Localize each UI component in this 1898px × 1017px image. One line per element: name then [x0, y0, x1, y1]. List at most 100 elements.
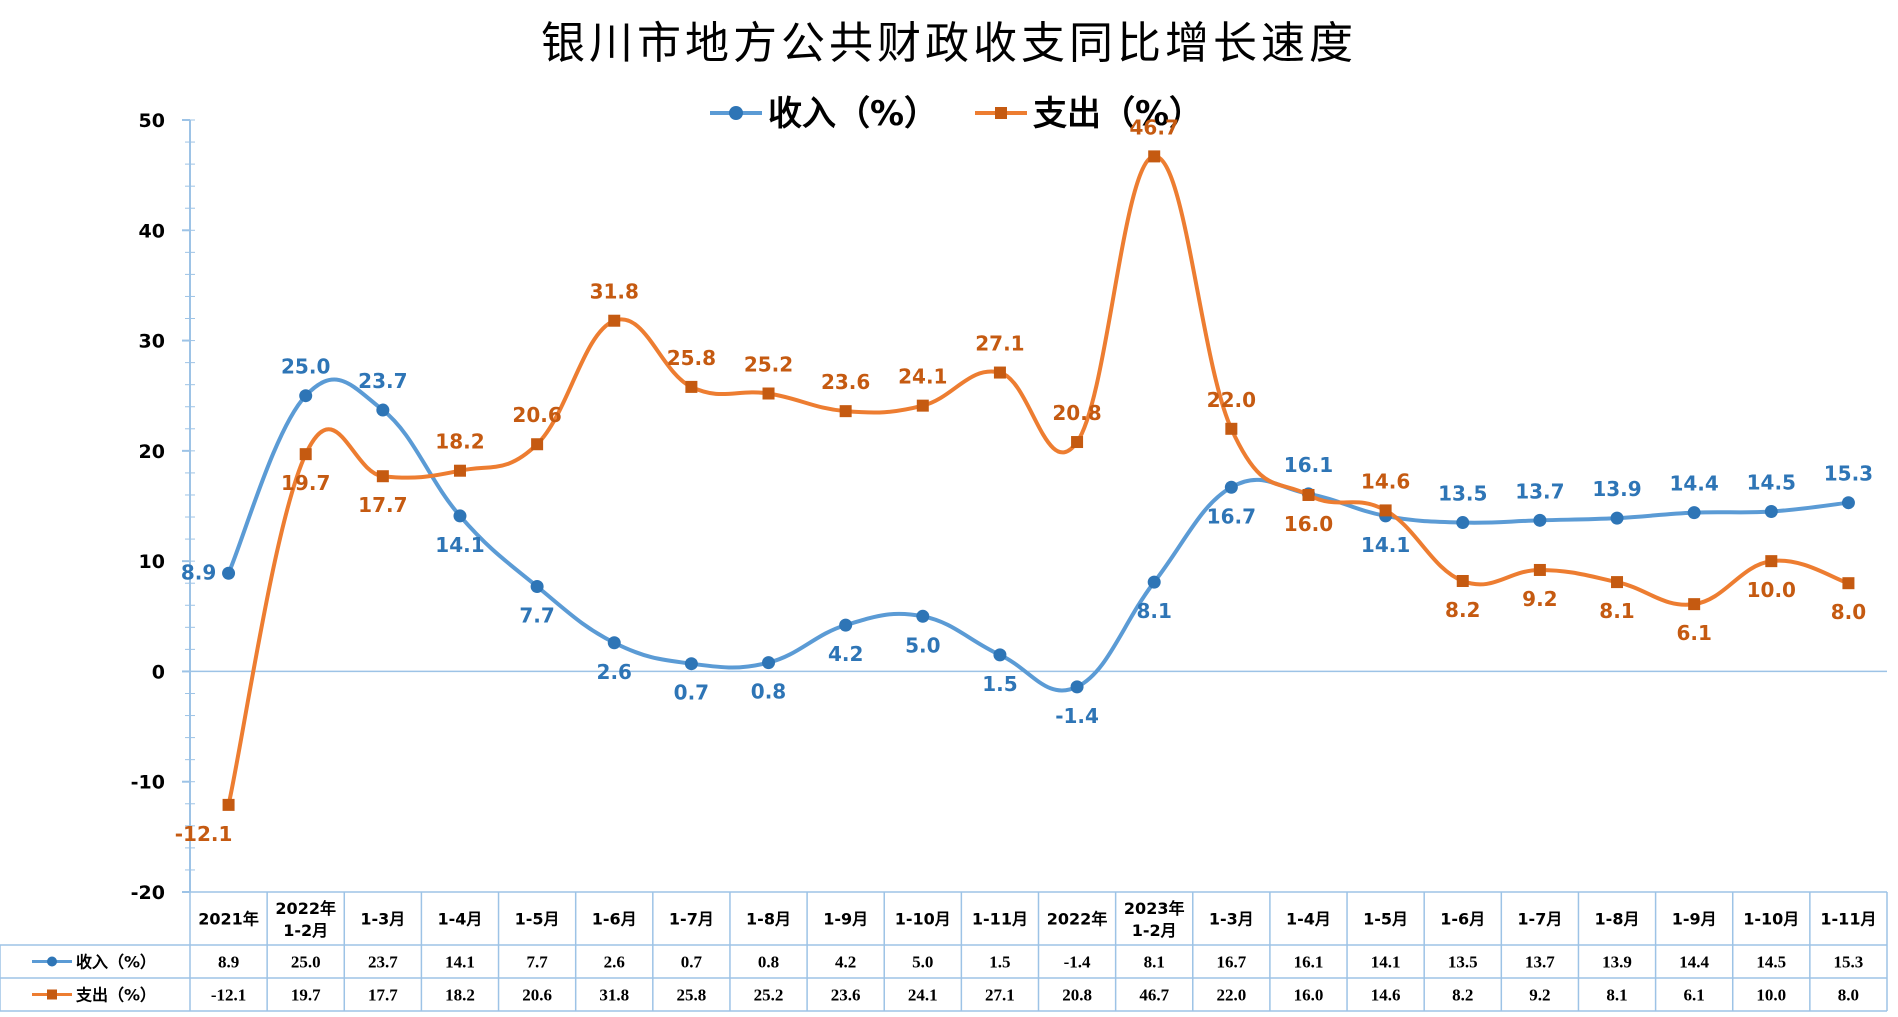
data-point: [993, 366, 1006, 379]
table-cell: 4.2: [835, 953, 856, 972]
data-label: 7.7: [519, 604, 554, 628]
table-cell: 27.1: [985, 986, 1015, 1005]
table-row: 收入（%） 8.9 25.0 23.7 14.1 7.7 2.6 0.7 0.8 4.2 5.0 1.…: [32, 953, 1863, 972]
data-point: [530, 580, 544, 594]
category-label: 1-6月: [592, 910, 637, 929]
data-point: [376, 403, 390, 417]
data-label: 13.7: [1515, 479, 1564, 503]
data-label: 1.5: [982, 672, 1017, 696]
category-label: 1-9月: [1672, 910, 1717, 929]
data-point: [531, 438, 544, 451]
table-cell: 14.6: [1371, 986, 1401, 1005]
table-cell: 16.1: [1294, 953, 1324, 972]
data-point: [993, 648, 1007, 662]
chart-title: 银川市地方公共财政收支同比增长速度: [541, 18, 1357, 69]
legend-item-income: 收入（%）: [710, 94, 938, 134]
category-label: 1-10月: [895, 910, 951, 929]
data-label: 20.6: [512, 403, 561, 427]
y-tick-label: 30: [139, 331, 165, 353]
category-label: 1-7月: [1517, 910, 1562, 929]
row-header: 支出（%）: [75, 986, 156, 1005]
data-point: [1841, 496, 1855, 510]
category-label: 1-3月: [1209, 910, 1254, 929]
data-label: 25.8: [667, 346, 716, 370]
data-label: 14.6: [1361, 469, 1410, 493]
table-cell: 14.1: [445, 953, 475, 972]
category-label: 2021年: [198, 910, 259, 929]
data-label: 13.5: [1438, 482, 1487, 506]
data-point: [1147, 575, 1161, 589]
category-label: 2022年: [1047, 910, 1108, 929]
category-label: 1-7月: [669, 910, 714, 929]
data-label: 9.2: [1522, 587, 1557, 611]
data-point: [762, 656, 776, 670]
table-cell: 24.1: [908, 986, 938, 1005]
table-cell: 16.7: [1216, 953, 1246, 972]
category-label: 1-10月: [1743, 910, 1799, 929]
data-table: 2021年 2022年 1-2月 1-3月 1-4月 1-5月 1-6月 1-7月 1-8月 1-…: [0, 891, 1888, 1012]
table-cell: 14.1: [1371, 953, 1401, 972]
category-label: 1-8月: [1595, 910, 1640, 929]
y-tick-label: -20: [131, 882, 165, 904]
data-label: 0.7: [674, 681, 709, 705]
data-point: [1611, 576, 1624, 589]
table-cell: 14.4: [1679, 953, 1709, 972]
table-cell: 6.1: [1684, 986, 1705, 1005]
data-label: 15.3: [1824, 462, 1873, 486]
data-label: 27.1: [975, 332, 1024, 356]
data-label: 16.1: [1284, 453, 1333, 477]
data-label: 25.2: [744, 353, 793, 377]
y-tick-label: -10: [131, 772, 165, 794]
data-label: 8.2: [1445, 598, 1480, 622]
category-label: 1-5月: [515, 910, 560, 929]
data-label: 13.9: [1592, 477, 1641, 501]
category-label: 2022年: [275, 899, 336, 918]
data-point: [1224, 480, 1238, 494]
category-label: 1-2月: [283, 921, 328, 940]
data-label: 6.1: [1676, 621, 1711, 645]
table-cell: 7.7: [526, 953, 548, 972]
category-label: 1-9月: [823, 910, 868, 929]
table-cell: 31.8: [599, 986, 629, 1005]
data-label: 14.1: [1361, 533, 1410, 557]
data-point: [1071, 436, 1084, 449]
table-cell: 25.2: [754, 986, 784, 1005]
category-label: 1-4月: [1286, 910, 1331, 929]
data-label: 23.7: [358, 369, 407, 393]
row-header: 收入（%）: [76, 953, 156, 972]
data-label: 14.4: [1669, 472, 1718, 496]
table-cell: 20.6: [522, 986, 552, 1005]
table-cell: 13.5: [1448, 953, 1478, 972]
table-cell: 8.0: [1838, 986, 1859, 1005]
data-point: [1456, 516, 1470, 530]
data-label: 22.0: [1207, 388, 1256, 412]
data-point: [1764, 505, 1778, 519]
series-expenditure: -12.1 19.7 17.7 18.2 20.6 31.8 25.8 25.2 23.6 24.…: [175, 115, 1866, 845]
table-cell: 14.5: [1756, 953, 1786, 972]
table-cell: 13.9: [1602, 953, 1632, 972]
table-cell: 8.1: [1606, 986, 1627, 1005]
legend-label: 支出（%）: [1033, 94, 1203, 134]
data-point: [916, 399, 929, 412]
data-label: 0.8: [751, 680, 786, 704]
data-label: 31.8: [590, 280, 639, 304]
table-cell: 9.2: [1529, 986, 1550, 1005]
data-point: [1379, 504, 1392, 517]
data-label: 10.0: [1747, 578, 1796, 602]
data-point: [839, 618, 853, 632]
data-point: [453, 509, 467, 523]
table-cell: -1.4: [1064, 953, 1091, 972]
legend-label: 收入（%）: [768, 94, 938, 134]
data-point: [1148, 150, 1161, 163]
legend-marker: [995, 107, 1007, 119]
table-cell: 16.0: [1294, 986, 1324, 1005]
table-row: 支出（%） -12.1 19.7 17.7 18.2 20.6 31.8 25.8 25.2 23…: [32, 986, 1859, 1005]
data-point: [1225, 422, 1238, 435]
data-label: -12.1: [175, 822, 233, 846]
table-cell: 23.6: [831, 986, 861, 1005]
data-point: [376, 470, 389, 483]
data-point: [1687, 506, 1701, 520]
table-cell: 25.8: [677, 986, 707, 1005]
data-label: -1.4: [1055, 704, 1099, 728]
